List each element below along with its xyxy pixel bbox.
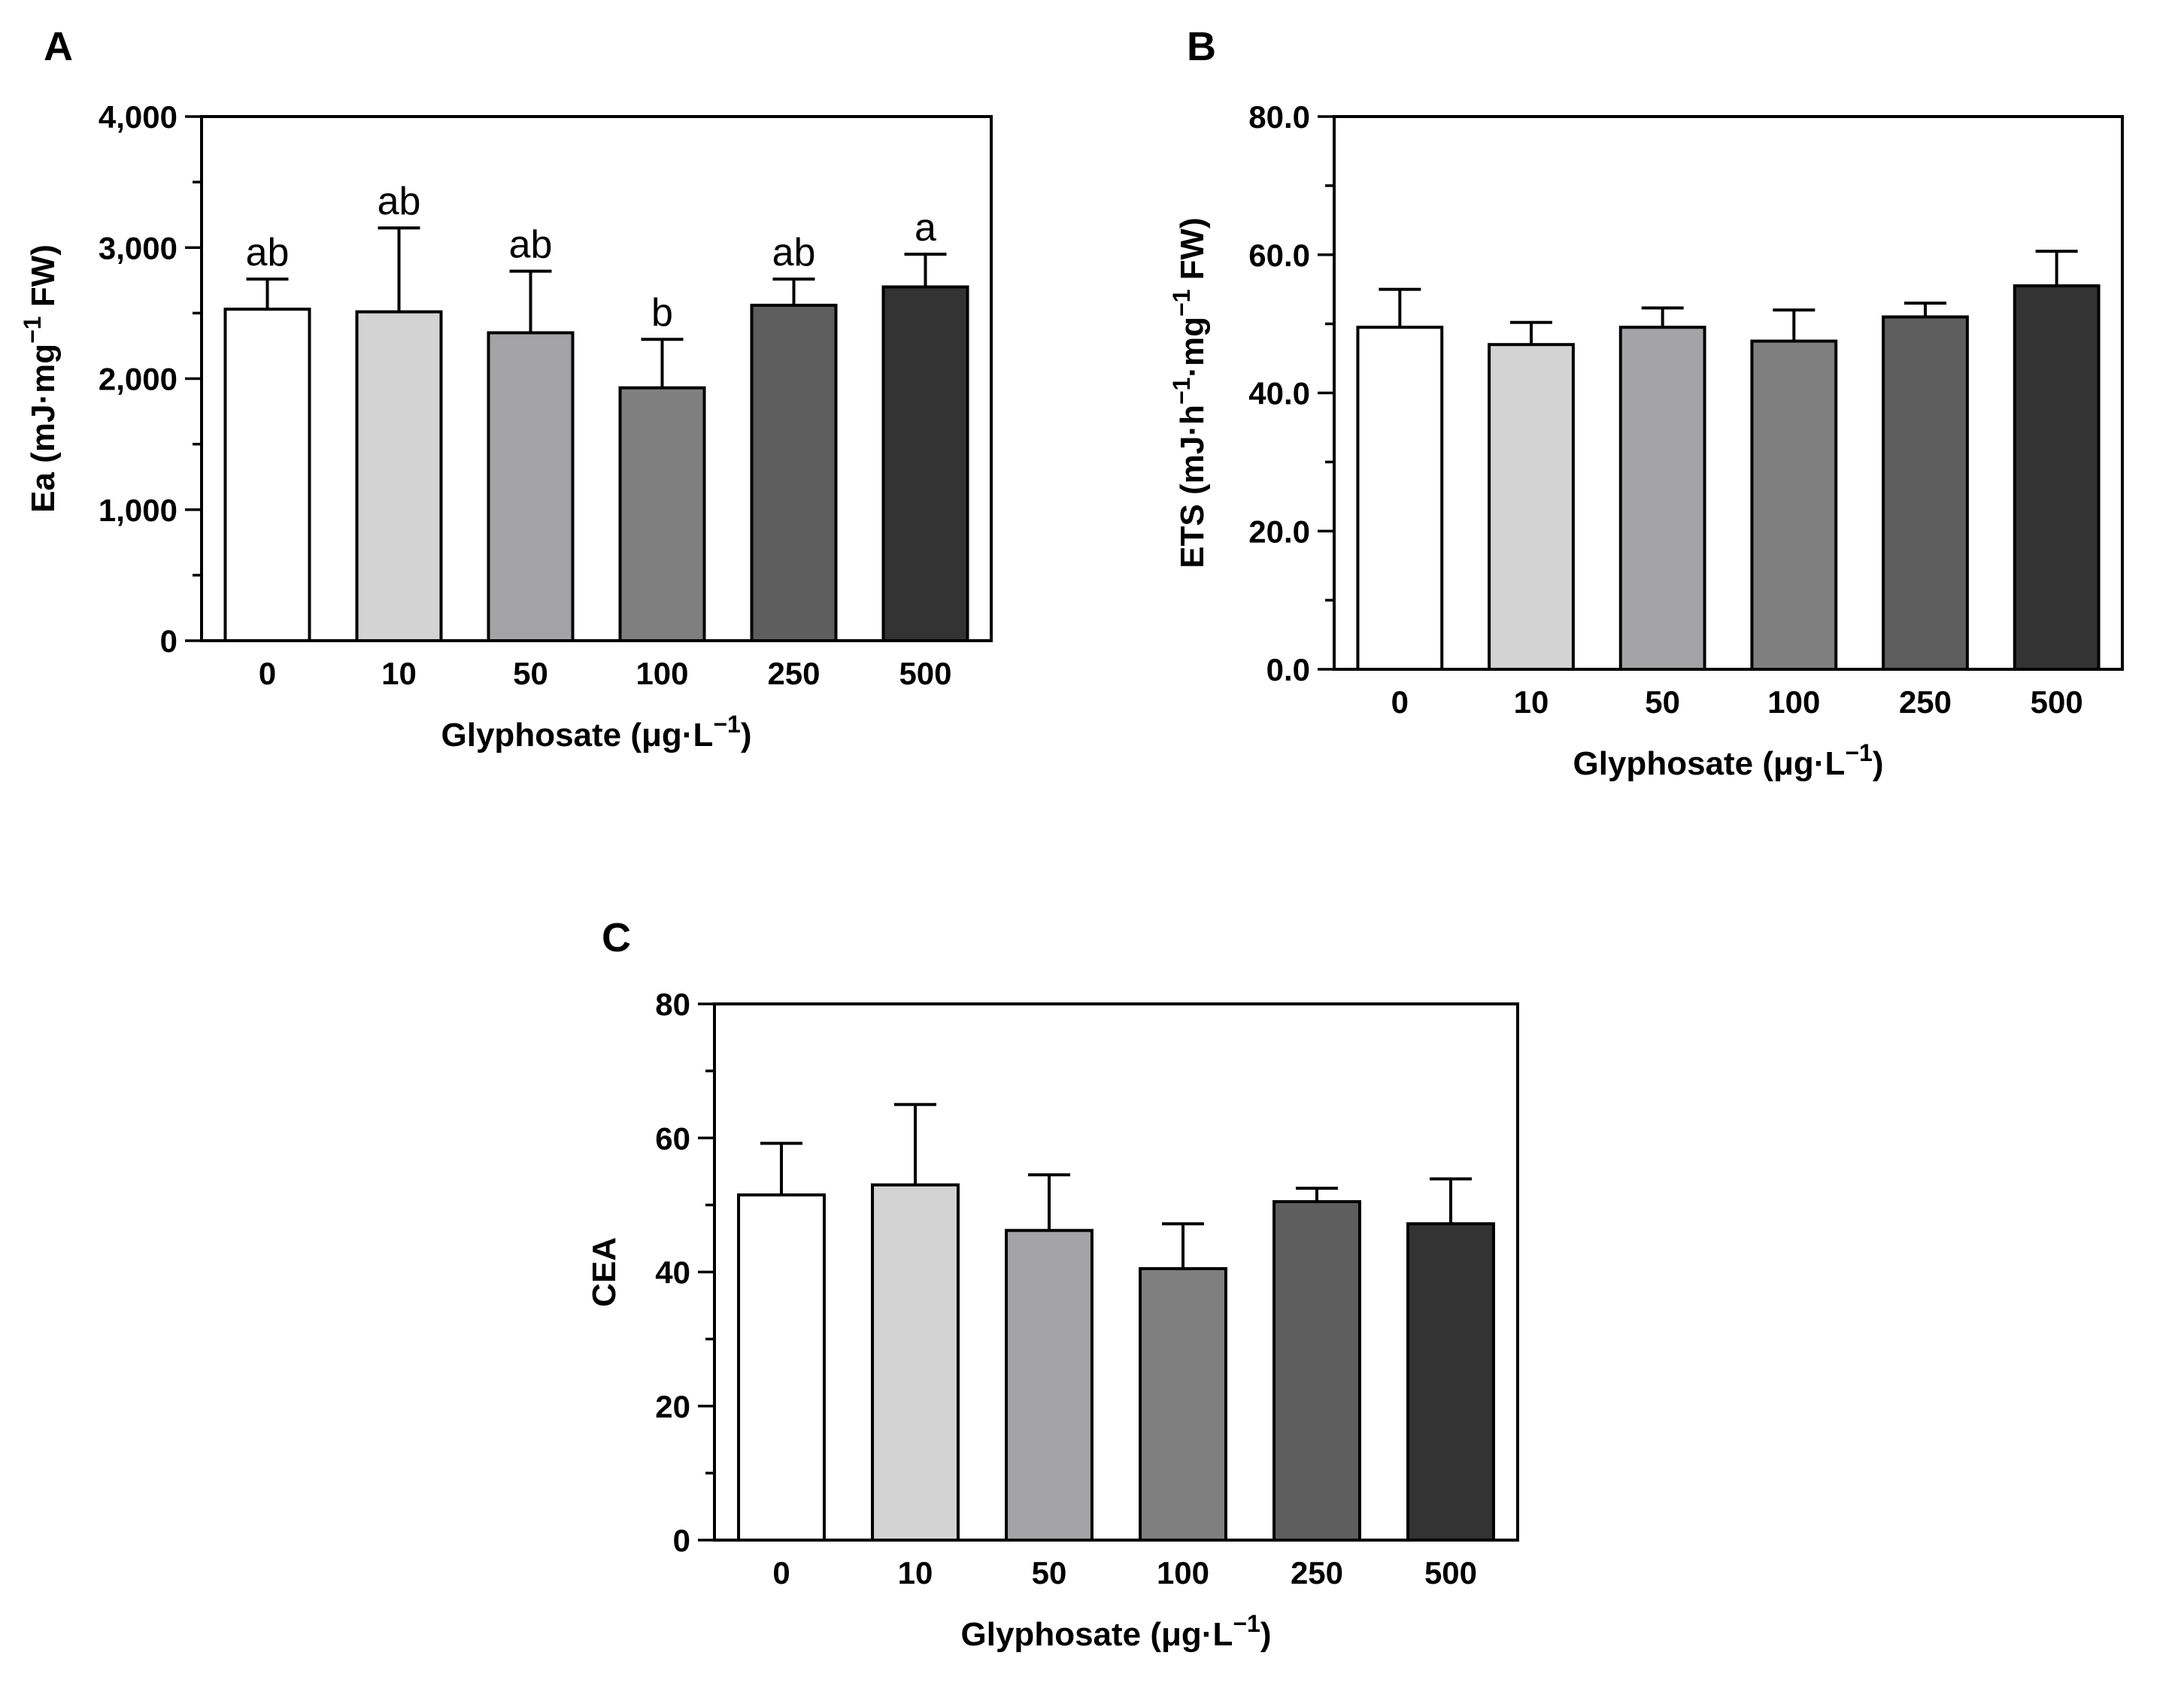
- y-tick-label: 40: [655, 1255, 690, 1290]
- y-tick-label: 80.0: [1248, 99, 1310, 135]
- y-axis-title: CEA: [586, 1237, 623, 1307]
- x-tick-label: 10: [1514, 684, 1549, 720]
- y-tick-label: 60: [655, 1120, 690, 1156]
- bar: [737, 1193, 826, 1542]
- y-tick-label: 20.0: [1248, 514, 1310, 549]
- y-axis: 0 1,000 2,000 3,000 4,000: [99, 99, 202, 659]
- bar: [1488, 343, 1575, 671]
- panel-a: A 0 1,000 2,000 3,000 4,000 ab ab ab b ab a 0 10 50 100…: [19, 24, 993, 754]
- significance-label: b: [651, 291, 673, 335]
- bar: [487, 331, 575, 642]
- panel-letter: C: [602, 915, 631, 960]
- x-tick-label: 50: [1645, 684, 1680, 720]
- bar: [223, 308, 311, 642]
- x-axis-title: Glyphosate (μg·L−1): [1573, 739, 1884, 782]
- bars: [1356, 250, 2101, 671]
- panel-b: B 0.0 20.0 40.0 60.0 80.0 0 10 50 100 250 500 Glypho…: [1168, 24, 2124, 782]
- bar: [618, 386, 706, 642]
- y-tick-label: 60.0: [1248, 238, 1310, 273]
- bar: [1139, 1267, 1227, 1542]
- y-tick-label: 4,000: [99, 99, 177, 135]
- x-tick-label: 10: [381, 656, 417, 691]
- significance-label: ab: [509, 223, 553, 267]
- y-axis: 0.0 20.0 40.0 60.0 80.0: [1248, 99, 1334, 687]
- bars: ab ab ab b ab a: [223, 180, 969, 642]
- y-tick-label: 0: [673, 1523, 690, 1558]
- x-tick-label: 100: [1767, 684, 1820, 720]
- x-tick-label: 500: [899, 656, 951, 691]
- x-tick-label: 50: [1032, 1555, 1067, 1590]
- bar: [1406, 1222, 1495, 1542]
- y-tick-label: 1,000: [99, 493, 177, 528]
- bars: [737, 1102, 1495, 1542]
- plot-frame: [200, 115, 993, 642]
- bar: [881, 285, 969, 642]
- y-tick-label: 2,000: [99, 362, 177, 397]
- x-tick-label: 250: [1291, 1555, 1343, 1590]
- bar: [1005, 1229, 1094, 1542]
- bar: [750, 303, 838, 642]
- bar: [355, 310, 443, 642]
- bar: [1882, 315, 1969, 671]
- x-tick-label: 500: [2031, 684, 2083, 720]
- significance-label: ab: [246, 231, 290, 274]
- y-axis-title: Ea (mJ·mg−1 FW): [19, 244, 62, 513]
- y-tick-label: 0: [160, 623, 177, 659]
- x-tick-label: 250: [767, 656, 820, 691]
- bar: [1750, 339, 1838, 671]
- x-tick-label: 100: [1157, 1555, 1209, 1590]
- y-tick-label: 3,000: [99, 230, 177, 265]
- significance-label: ab: [378, 180, 421, 223]
- y-axis-title: ETS (mJ·h−1·mg−1 FW): [1168, 217, 1211, 569]
- significance-label: a: [915, 206, 936, 250]
- bar: [1618, 326, 1706, 671]
- significance-label: ab: [772, 231, 816, 274]
- y-tick-label: 0.0: [1266, 652, 1310, 687]
- x-tick-label: 10: [898, 1555, 933, 1590]
- panel-letter: A: [44, 24, 73, 69]
- x-tick-label: 500: [1424, 1555, 1477, 1590]
- panel-letter: B: [1187, 24, 1216, 69]
- x-axis-title: Glyphosate (μg·L−1): [441, 711, 752, 754]
- x-tick-label: 100: [635, 656, 688, 691]
- y-axis: 0 20 40 60 80: [655, 987, 714, 1558]
- y-tick-label: 40.0: [1248, 376, 1310, 411]
- y-tick-label: 20: [655, 1389, 690, 1424]
- bar: [1356, 326, 1444, 671]
- y-tick-label: 80: [655, 987, 690, 1022]
- bar: [2013, 284, 2101, 671]
- x-tick-label: 50: [513, 656, 548, 691]
- bar: [871, 1183, 960, 1542]
- bar: [1272, 1199, 1361, 1542]
- x-tick-label: 250: [1899, 684, 1952, 720]
- panel-c: C 0 20 40 60 80 0 10 50 100 250 500 Glyphosate (μg·L…: [586, 915, 1519, 1653]
- plot-frame: [1333, 115, 2124, 671]
- x-axis-title: Glyphosate (μg·L−1): [961, 1610, 1272, 1653]
- x-tick-label: 0: [1391, 684, 1409, 720]
- x-tick-label: 0: [259, 656, 276, 691]
- plot-frame: [713, 1002, 1519, 1542]
- x-tick-label: 0: [772, 1555, 790, 1590]
